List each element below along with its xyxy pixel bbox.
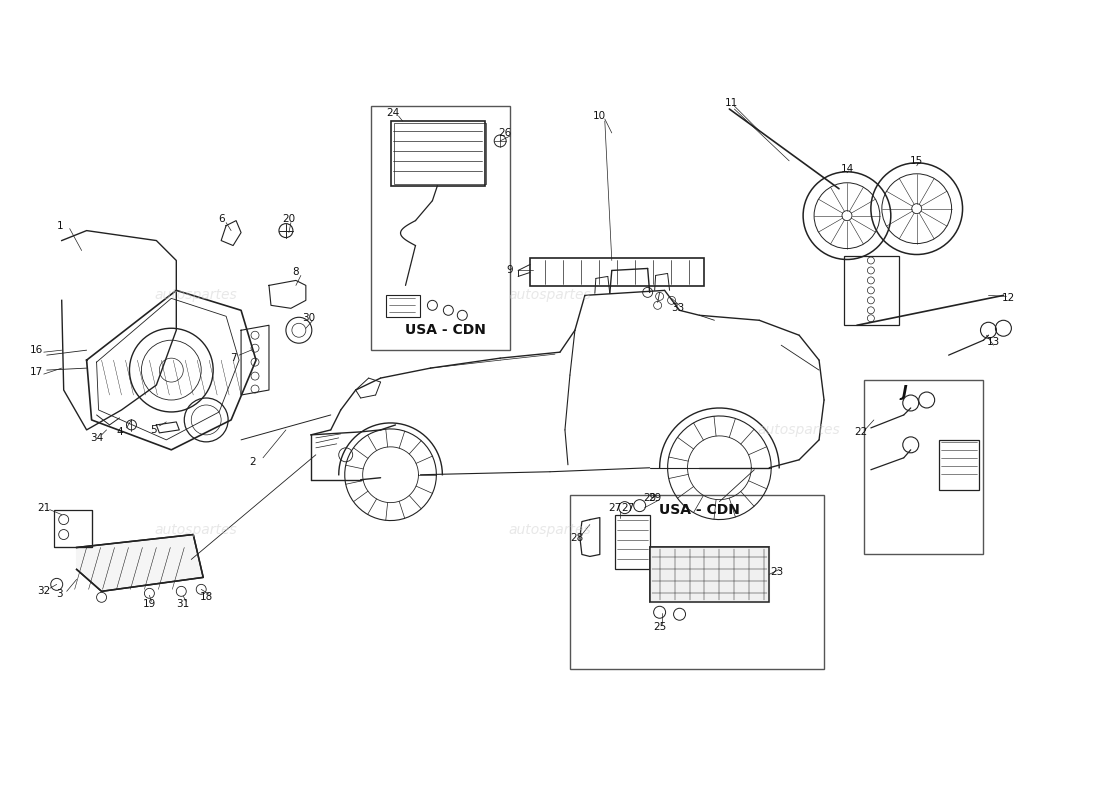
Text: 29: 29 xyxy=(648,493,661,502)
Text: 23: 23 xyxy=(771,567,784,578)
Text: 14: 14 xyxy=(840,164,854,174)
Text: 12: 12 xyxy=(1002,294,1015,303)
Bar xyxy=(650,547,769,602)
Bar xyxy=(938,440,979,490)
Bar xyxy=(864,380,983,554)
Polygon shape xyxy=(77,534,204,591)
Text: 26: 26 xyxy=(498,128,512,138)
Bar xyxy=(394,123,486,184)
Bar xyxy=(650,547,769,602)
Text: autospartes: autospartes xyxy=(155,522,238,537)
Text: 4: 4 xyxy=(117,427,123,437)
Text: J: J xyxy=(902,385,908,399)
Text: USA - CDN: USA - CDN xyxy=(659,502,740,517)
Text: 32: 32 xyxy=(37,586,51,596)
Text: 24: 24 xyxy=(386,108,399,118)
Bar xyxy=(386,295,420,318)
Text: 15: 15 xyxy=(910,156,923,166)
Text: 18: 18 xyxy=(199,592,212,602)
Text: 1: 1 xyxy=(56,221,63,230)
Text: 9: 9 xyxy=(507,266,514,275)
Text: 27: 27 xyxy=(608,502,622,513)
Text: 29: 29 xyxy=(644,493,657,502)
Text: 25: 25 xyxy=(653,622,667,632)
Text: 13: 13 xyxy=(987,338,1000,347)
Text: 30: 30 xyxy=(302,314,316,323)
Text: 3: 3 xyxy=(56,590,63,599)
Text: autospartes: autospartes xyxy=(508,522,592,537)
Text: autospartes: autospartes xyxy=(155,288,238,302)
Text: 7: 7 xyxy=(230,353,236,363)
Bar xyxy=(615,514,650,570)
Polygon shape xyxy=(650,547,769,602)
Text: 16: 16 xyxy=(30,345,43,355)
Text: USA - CDN: USA - CDN xyxy=(405,323,486,338)
Text: 8: 8 xyxy=(293,267,299,278)
Text: 22: 22 xyxy=(855,427,868,437)
Text: 28: 28 xyxy=(570,533,583,542)
Text: autospartes: autospartes xyxy=(758,423,840,437)
Text: 33: 33 xyxy=(671,303,684,314)
Bar xyxy=(844,255,899,326)
Text: 27: 27 xyxy=(621,502,635,513)
Text: 19: 19 xyxy=(143,599,156,610)
Text: 2: 2 xyxy=(250,457,256,466)
Text: 10: 10 xyxy=(593,111,606,121)
Bar xyxy=(390,121,485,186)
Text: autospartes: autospartes xyxy=(508,288,592,302)
Bar xyxy=(54,510,91,547)
Text: 6: 6 xyxy=(218,214,224,224)
Bar xyxy=(530,258,704,286)
Text: 20: 20 xyxy=(283,214,296,224)
Text: 11: 11 xyxy=(725,98,738,108)
Text: 5: 5 xyxy=(150,425,156,435)
Text: 31: 31 xyxy=(177,599,190,610)
Bar xyxy=(371,106,510,350)
Bar xyxy=(570,494,824,669)
Text: 21: 21 xyxy=(37,502,51,513)
Text: 17: 17 xyxy=(30,367,43,377)
Text: 34: 34 xyxy=(90,433,103,443)
